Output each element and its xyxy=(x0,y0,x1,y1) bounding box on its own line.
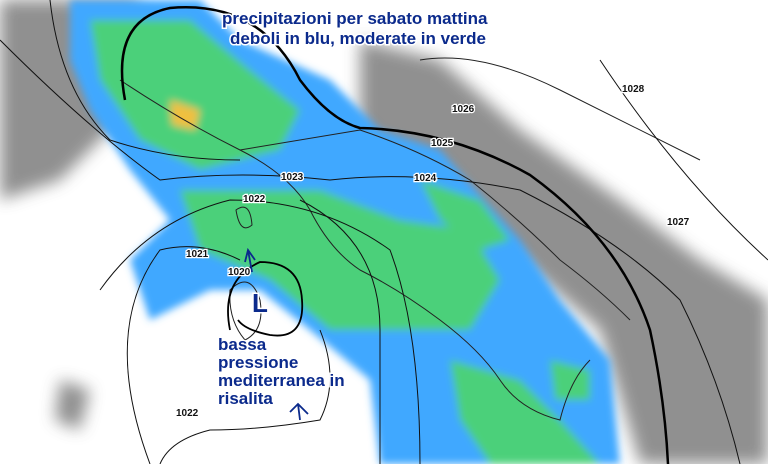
isobar-label: 1028 xyxy=(622,84,645,95)
isobar-label: 1022 xyxy=(243,194,266,205)
annotation-line: deboli in blu, moderate in verde xyxy=(230,29,486,48)
coastlines xyxy=(119,57,701,421)
isobar-label: 1021 xyxy=(186,249,209,260)
isobar-label: 1024 xyxy=(414,173,437,184)
isobar-labels: 1028 1026 1025 1024 1023 1022 1021 1020 1027 1022 xyxy=(175,83,691,421)
caption-line: risalita xyxy=(218,389,273,408)
caption-line: mediterranea in xyxy=(218,371,345,390)
isobar-label: 1026 xyxy=(452,104,475,115)
isobar-label: 1020 xyxy=(228,267,251,278)
isobar-label: 1027 xyxy=(667,217,690,228)
low-symbol: L xyxy=(252,288,268,318)
precipitation xyxy=(70,0,620,464)
low-circle xyxy=(227,247,309,421)
annotation-line: precipitazioni per sabato mattina xyxy=(222,9,488,28)
isobar-label: 1025 xyxy=(431,138,454,149)
isobar-label: 1023 xyxy=(281,172,304,183)
caption-line: bassa xyxy=(218,335,267,354)
isobar-label: 1022 xyxy=(176,408,199,419)
caption-line: pressione xyxy=(218,353,298,372)
main-isobar xyxy=(120,6,670,464)
